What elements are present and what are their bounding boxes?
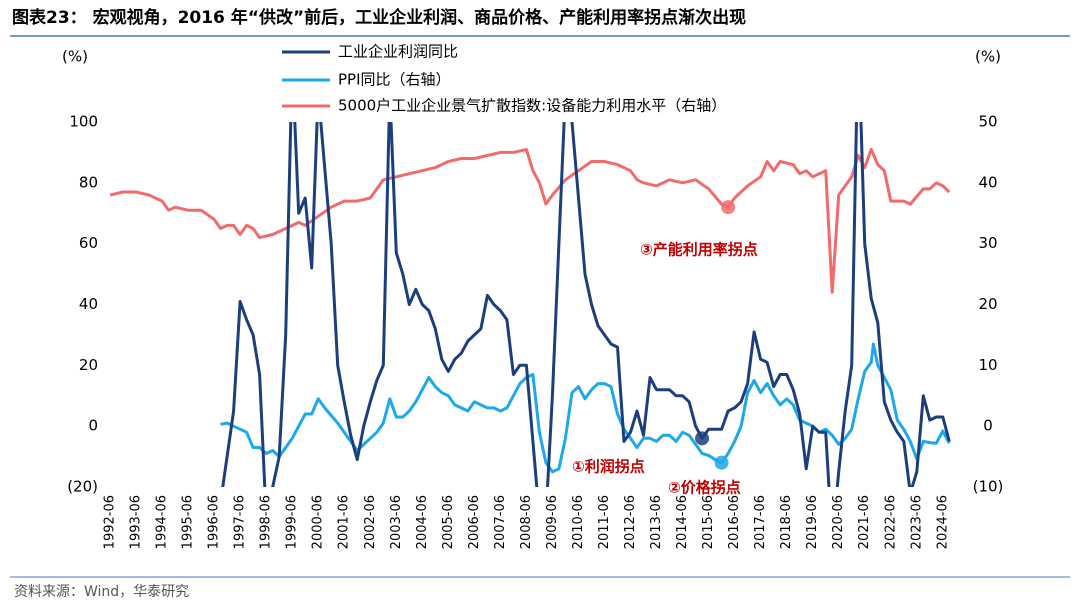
series-line [220,342,951,474]
y-tick-label: 60 [79,234,98,252]
series-line [110,147,951,294]
x-tick-label: 1999-06 [285,495,300,549]
y-tick-label: 20 [79,356,98,374]
x-tick-label: 2023-06 [909,495,924,549]
x-tick-label: 2013-06 [649,495,664,549]
turning-point [721,200,736,215]
turning-point [695,431,710,446]
x-tick-label: 2020-06 [831,495,846,549]
x-tick-label: 1998-06 [259,495,274,549]
x-tick-label: 2010-06 [571,495,586,549]
y-axis-label: (%) [62,48,88,66]
y2-tick-label: 30 [978,234,997,252]
chart-title: 图表23： 宏观视角，2016 年“供改”前后，工业企业利润、商品价格、产能利用… [12,7,746,28]
annotation: ②价格拐点 [668,479,741,497]
x-tick-label: 2003-06 [389,495,404,549]
y-tick-label: 100 [69,113,98,131]
annotation: ①利润拐点 [572,458,645,476]
legend-label: 5000户工业企业景气扩散指数:设备能力利用水平（右轴） [338,97,726,115]
x-tick-label: 2002-06 [363,495,378,549]
y2-axis-label: (%) [975,48,1001,66]
y-tick-label: 80 [79,173,98,191]
x-tick-label: 1992-06 [103,495,118,549]
x-tick-label: 2017-06 [753,495,768,549]
x-tick-label: 2001-06 [337,495,352,549]
y2-tick-label: 0 [983,417,993,435]
y-tick-label: 40 [79,295,98,313]
x-tick-label: 2022-06 [883,495,898,549]
x-tick-label: 2007-06 [493,495,508,549]
x-tick-label: 1996-06 [207,495,222,549]
plot-area [110,122,951,487]
x-tick-label: 2000-06 [311,495,326,549]
series-line [221,122,951,487]
x-tick-label: 2008-06 [519,495,534,549]
annotation: ③产能利用率拐点 [640,241,758,259]
x-tick-label: 1997-06 [233,495,248,549]
y2-tick-label: (10) [973,478,1004,496]
legend-label: PPI同比（右轴） [338,71,451,89]
x-tick-label: 2011-06 [597,495,612,549]
x-tick-label: 2024-06 [935,495,950,549]
y2-tick-label: 50 [978,113,997,131]
y2-tick-label: 20 [978,295,997,313]
y2-tick-label: 40 [978,173,997,191]
x-tick-label: 2021-06 [857,495,872,549]
x-tick-label: 2009-06 [545,495,560,549]
y-tick-label: (20) [67,478,98,496]
x-tick-label: 2004-06 [415,495,430,549]
x-tick-label: 2006-06 [467,495,482,549]
x-tick-label: 1995-06 [181,495,196,549]
x-tick-label: 1994-06 [155,495,170,549]
y2-tick-label: 10 [978,356,997,374]
x-tick-label: 1993-06 [129,495,144,549]
x-tick-label: 2015-06 [701,495,716,549]
y-tick-label: 0 [88,417,98,435]
x-tick-label: 2005-06 [441,495,456,549]
x-tick-label: 2014-06 [675,495,690,549]
legend-label: 工业企业利润同比 [338,43,458,61]
x-tick-label: 2019-06 [805,495,820,549]
source: 资料来源：Wind，华泰研究 [14,584,189,600]
turning-point [714,455,729,470]
x-tick-label: 2016-06 [727,495,742,549]
x-tick-label: 2012-06 [623,495,638,549]
x-tick-label: 2018-06 [779,495,794,549]
